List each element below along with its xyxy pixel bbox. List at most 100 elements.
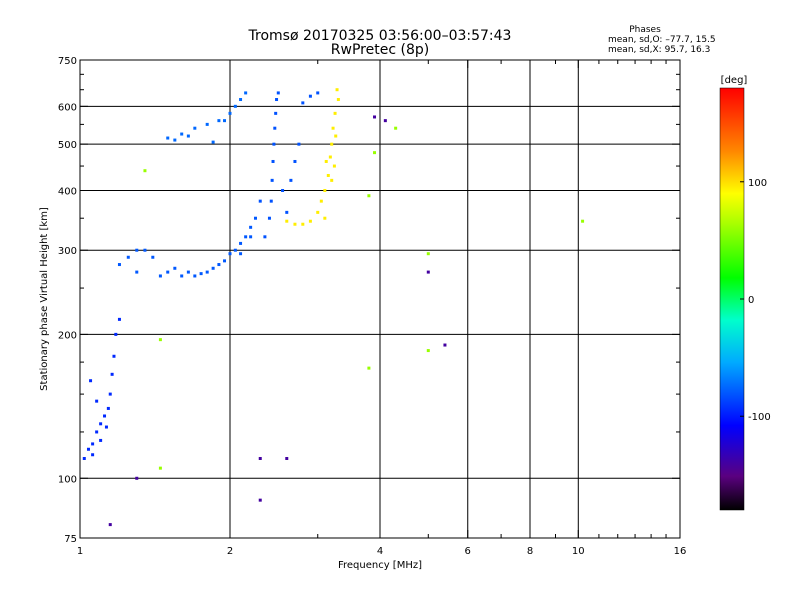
data-point (104, 425, 108, 429)
data-point (239, 98, 243, 102)
data-point (426, 270, 430, 274)
data-point (285, 210, 289, 214)
data-point (143, 248, 147, 252)
data-point (443, 343, 447, 347)
data-point (143, 169, 147, 173)
y-tick-label: 500 (58, 140, 77, 151)
data-point (82, 456, 86, 460)
data-point (258, 199, 262, 203)
data-point (285, 456, 289, 460)
data-point (253, 216, 257, 220)
data-point (89, 379, 93, 383)
data-point (367, 194, 371, 198)
data-point (324, 159, 328, 163)
data-point (308, 219, 312, 223)
x-tick-label: 8 (527, 546, 533, 557)
data-point (581, 219, 585, 223)
data-point (103, 414, 107, 418)
data-point (333, 111, 337, 115)
data-point (258, 456, 262, 460)
data-point (373, 115, 377, 119)
data-point (281, 188, 285, 192)
colorbar-ticks: 100 0 -100 (740, 178, 771, 423)
phases-x-stats: mean, sd,X: 95.7, 16.3 (608, 45, 710, 55)
data-point (249, 225, 253, 229)
data-point (267, 216, 271, 220)
data-point (166, 270, 170, 274)
data-point (239, 241, 243, 245)
data-point (334, 134, 338, 138)
data-point (166, 136, 170, 140)
data-point (293, 222, 297, 226)
data-point (383, 119, 387, 123)
data-point (426, 252, 430, 256)
data-point (217, 263, 221, 267)
data-point (271, 159, 275, 163)
data-point (91, 442, 95, 446)
data-point (86, 447, 90, 451)
data-point (193, 126, 197, 130)
grid-lines (80, 60, 680, 538)
data-point (193, 274, 197, 278)
data-point (244, 235, 248, 239)
data-point (276, 91, 280, 95)
data-point (186, 270, 190, 274)
data-point (319, 199, 323, 203)
data-point (301, 101, 305, 105)
data-point (95, 399, 99, 403)
x-tick-label: 1 (77, 546, 83, 557)
data-point (205, 270, 209, 274)
data-point (308, 94, 312, 98)
data-point (228, 252, 232, 256)
data-point (99, 438, 103, 442)
data-point (95, 430, 99, 434)
data-point (244, 91, 248, 95)
colorbar-label: [deg] (721, 75, 748, 86)
colorbar-tick-label: 0 (748, 295, 754, 306)
data-point (274, 111, 278, 115)
data-point (330, 178, 334, 182)
y-axis-label: Stationary phase Virtual Height [km] (39, 207, 50, 391)
data-point (293, 159, 297, 163)
data-point (269, 199, 273, 203)
data-point (112, 354, 116, 358)
x-tick-label: 16 (674, 546, 687, 557)
y-tick-label: 400 (58, 186, 77, 197)
data-point (233, 248, 237, 252)
data-point (233, 104, 237, 108)
data-point (275, 98, 279, 102)
data-point (426, 349, 430, 353)
data-points (82, 88, 585, 527)
data-point (217, 119, 221, 123)
data-point (326, 173, 330, 177)
x-tick-label: 6 (465, 546, 471, 557)
data-point (173, 138, 177, 142)
x-tick-label: 4 (377, 546, 383, 557)
data-point (270, 178, 274, 182)
phases-heading: Phases (629, 25, 661, 35)
y-tick-label: 100 (58, 474, 77, 485)
data-point (186, 134, 190, 138)
chart-subtitle: RwPretec (8p) (331, 42, 429, 58)
x-axis-label: Frequency [MHz] (338, 560, 422, 571)
data-point (316, 210, 320, 214)
data-point (228, 111, 232, 115)
data-point (323, 216, 327, 220)
data-point (106, 406, 110, 410)
data-point (258, 498, 262, 502)
data-point (99, 422, 103, 426)
data-point (173, 266, 177, 270)
data-point (331, 126, 335, 130)
data-point (180, 274, 184, 278)
data-point (91, 453, 95, 457)
y-tick-label: 75 (64, 534, 77, 545)
data-point (373, 151, 377, 155)
data-point (108, 392, 112, 396)
colorbar-tick-label: 100 (748, 178, 767, 189)
data-point (328, 155, 332, 159)
data-point (273, 126, 277, 130)
data-point (135, 270, 139, 274)
y-tick-label: 200 (58, 330, 77, 341)
y-tick-label: 300 (58, 246, 77, 257)
